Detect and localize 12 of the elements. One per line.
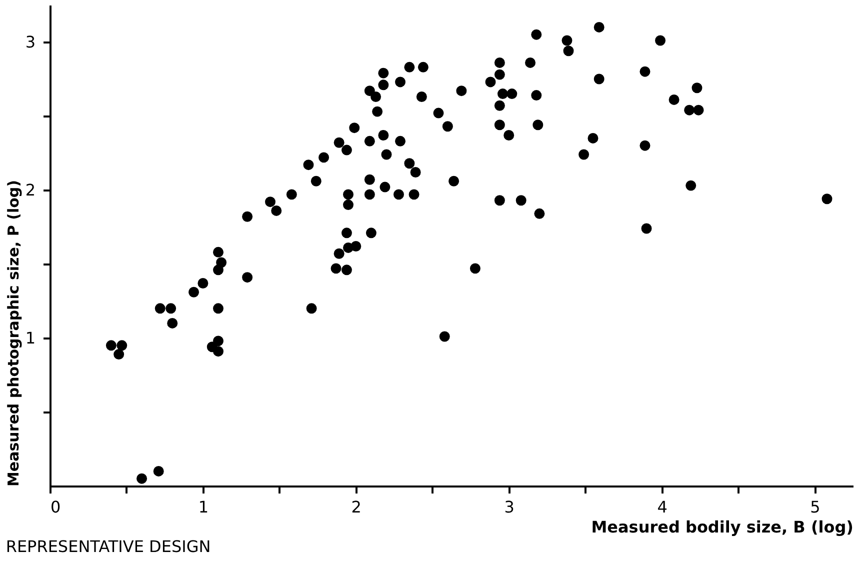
y-tick-label: 2 bbox=[25, 180, 36, 200]
y-tick-label: 1 bbox=[25, 328, 36, 348]
text: REPRESENTATIVE DESIGN bbox=[6, 537, 211, 556]
y-tick-label: 3 bbox=[25, 32, 36, 52]
x-tick-label: 2 bbox=[351, 498, 362, 516]
x-tick-label: 3 bbox=[504, 498, 514, 516]
y-axis-title: Measured photographic size, P (log) bbox=[4, 180, 22, 486]
x-axis-title: Measured bodily size, B (log) bbox=[591, 518, 854, 536]
x-tick-label: 4 bbox=[657, 498, 668, 516]
x-tick-label: 1 bbox=[198, 498, 209, 516]
x-tick-label: 0 bbox=[50, 498, 61, 516]
x-tick-label: 5 bbox=[810, 498, 820, 516]
